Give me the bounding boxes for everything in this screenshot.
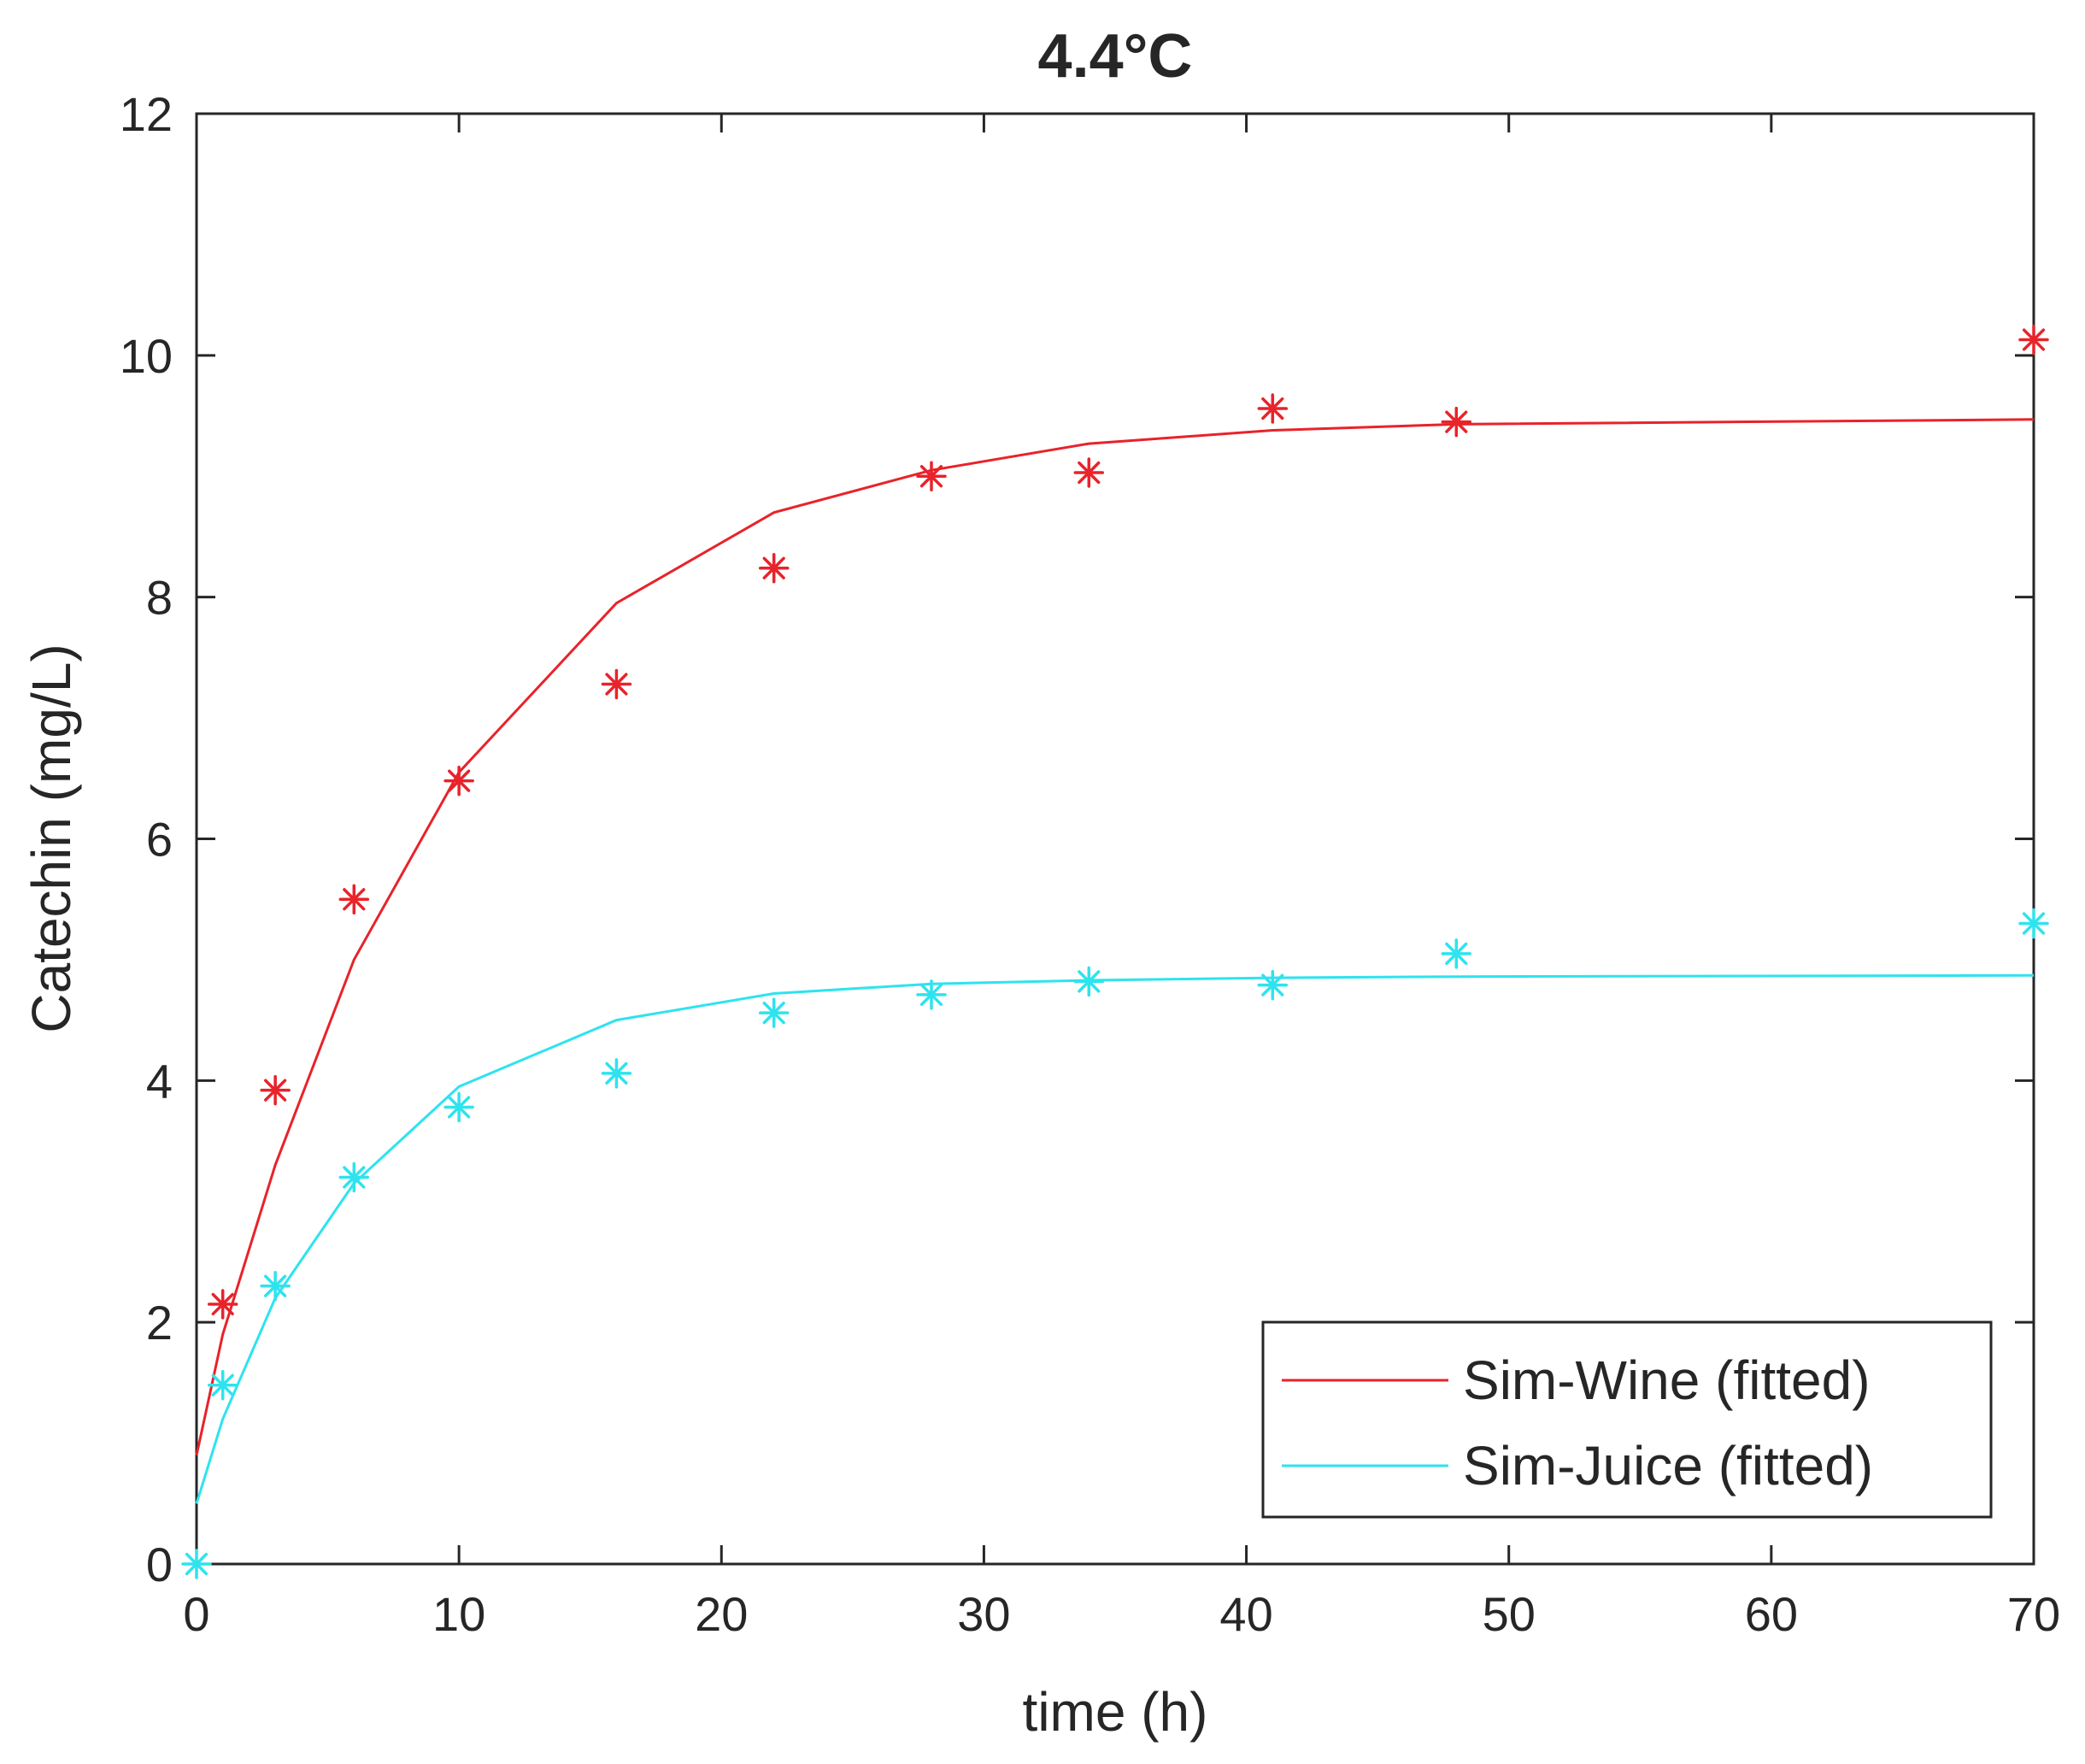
x-axis-label: time (h) <box>1023 1681 1208 1743</box>
asterisk-stroke <box>264 1079 287 1102</box>
sim-wine-observed-point <box>207 1289 238 1320</box>
sim-juice-observed-point <box>1257 969 1289 1001</box>
sim-juice-observed-point <box>181 1549 212 1579</box>
legend: Sim-Wine (fitted) Sim-Juice (fitted) <box>1261 1320 1993 1519</box>
asterisk-stroke <box>2022 912 2046 935</box>
x-tick-label: 0 <box>183 1587 209 1641</box>
asterisk-stroke <box>1445 942 1468 965</box>
y-tick-label: 0 <box>146 1538 173 1591</box>
x-tick-label: 70 <box>2007 1587 2060 1641</box>
sim-juice-observed-point <box>916 979 947 1010</box>
asterisk-stroke <box>1078 970 1101 993</box>
asterisk-stroke <box>211 1292 234 1316</box>
y-tick-label: 12 <box>120 87 173 141</box>
asterisk-stroke <box>1078 461 1101 485</box>
asterisk-stroke <box>264 1274 287 1297</box>
asterisk-stroke <box>1261 973 1284 997</box>
asterisk-stroke <box>605 1061 628 1085</box>
asterisk-stroke <box>343 1166 366 1189</box>
sim-wine-observed-point <box>1441 406 1472 438</box>
sim-wine-fitted-line <box>195 418 2035 1456</box>
y-tick-labels: 0 2 4 6 8 10 12 <box>120 87 173 1591</box>
sim-wine-observed-point <box>1073 457 1105 488</box>
fitted-lines <box>195 418 2035 1504</box>
sim-juice-fitted-line <box>195 973 2035 1504</box>
sim-juice-observed-point <box>1073 966 1105 997</box>
x-tick-label: 10 <box>432 1587 485 1641</box>
x-tick-label: 20 <box>695 1587 748 1641</box>
asterisk-stroke <box>343 888 366 911</box>
asterisk-stroke <box>919 983 943 1007</box>
x-tick-label: 50 <box>1483 1587 1536 1641</box>
y-tick-label: 8 <box>146 571 173 625</box>
sim-wine-observed-point <box>260 1074 291 1106</box>
legend-box <box>1261 1320 1993 1519</box>
sim-wine-observed-point <box>1257 393 1289 424</box>
chart-title: 4.4°C <box>1038 22 1193 91</box>
y-tick-label: 2 <box>146 1296 173 1349</box>
asterisk-stroke <box>211 1373 234 1396</box>
sim-juice-observed-point <box>338 1161 370 1193</box>
legend-label-sim-juice: Sim-Juice (fitted) <box>1463 1435 1873 1496</box>
sim-wine-observed-point <box>443 765 474 797</box>
sim-wine-observed-point <box>338 884 370 914</box>
y-tick-label: 10 <box>120 329 173 383</box>
asterisk-stroke <box>1445 410 1468 433</box>
sim-juice-observed-point <box>1441 938 1472 969</box>
sim-wine-observed-point <box>2018 324 2049 356</box>
asterisk-stroke <box>448 1096 471 1119</box>
sim-wine-observed-point <box>601 668 632 700</box>
asterisk-stroke <box>919 465 943 488</box>
axis-ticks <box>195 112 2035 1566</box>
y-axis-label: Catechin (mg/L) <box>21 644 82 1032</box>
sim-juice-observed-point <box>601 1058 632 1089</box>
sim-wine-observed-point <box>758 552 790 584</box>
sim-juice-observed-point <box>443 1091 474 1123</box>
asterisk-stroke <box>762 556 785 579</box>
y-tick-label: 6 <box>146 813 173 867</box>
observed-markers <box>181 324 2049 1579</box>
asterisk-stroke <box>762 1002 785 1025</box>
asterisk-stroke <box>2022 328 2046 351</box>
asterisk-stroke <box>1261 397 1284 420</box>
legend-label-sim-wine: Sim-Wine (fitted) <box>1463 1349 1871 1411</box>
sim-juice-observed-point <box>260 1270 291 1302</box>
asterisk-stroke <box>185 1552 208 1576</box>
sim-juice-observed-point <box>2018 908 2049 939</box>
x-tick-label: 30 <box>957 1587 1010 1641</box>
x-tick-label: 40 <box>1219 1587 1272 1641</box>
asterisk-stroke <box>448 769 471 792</box>
x-tick-labels: 0 10 20 30 40 50 60 70 <box>183 1587 2060 1641</box>
x-tick-label: 60 <box>1745 1587 1798 1641</box>
sim-juice-observed-point <box>207 1369 238 1401</box>
y-tick-label: 4 <box>146 1054 173 1108</box>
asterisk-stroke <box>605 673 628 696</box>
sim-juice-observed-point <box>758 997 790 1028</box>
sim-wine-observed-point <box>916 461 947 491</box>
